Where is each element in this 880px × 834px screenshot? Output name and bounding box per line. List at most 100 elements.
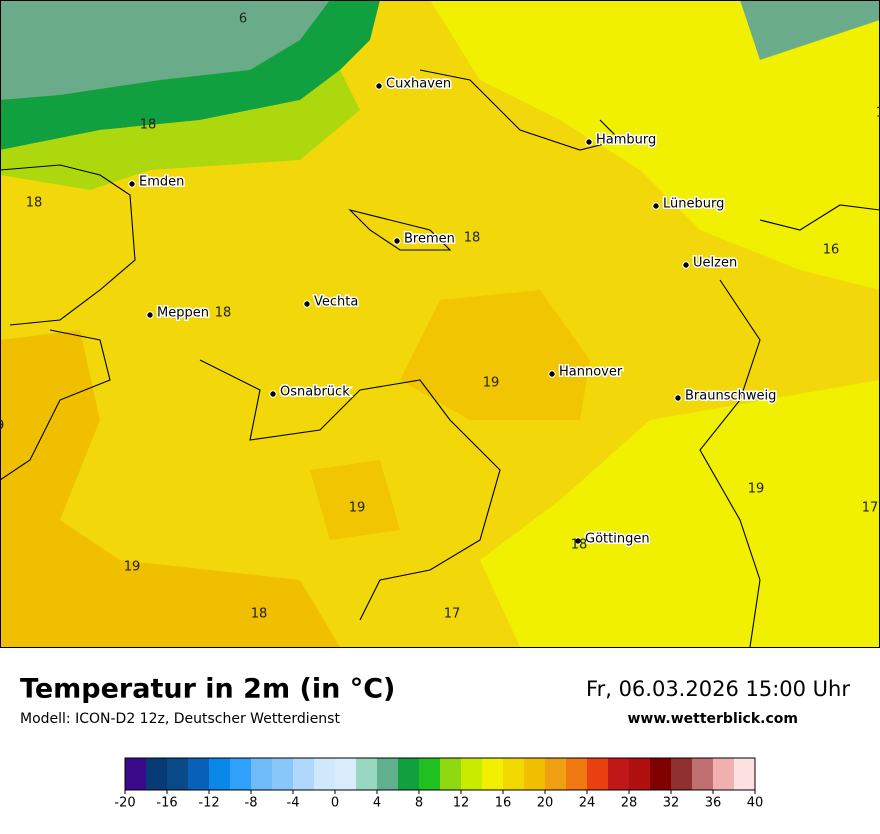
colorbar-tick-label: 12	[453, 796, 470, 811]
city-label: Braunschweig	[685, 389, 776, 404]
city-dot	[393, 237, 401, 245]
colorbar-bin	[167, 758, 188, 790]
colorbar-bin	[188, 758, 209, 790]
colorbar-bin	[293, 758, 314, 790]
city-label: Cuxhaven	[386, 77, 451, 92]
city-dot	[146, 311, 154, 319]
colorbar-tick-label: 20	[537, 796, 554, 811]
temperature-label: 19	[124, 560, 141, 575]
temperature-label: 17	[444, 607, 461, 622]
city-dot	[303, 300, 311, 308]
temperature-label: 19	[349, 501, 366, 516]
colorbar-tick-label: 28	[621, 796, 638, 811]
temperature-label: 17	[876, 106, 880, 121]
website: www.wetterblick.com	[628, 711, 799, 727]
coast-light	[0, 70, 360, 190]
datetime: Fr, 06.03.2026 15:00 Uhr	[586, 677, 850, 701]
city-dot	[574, 537, 582, 545]
colorbar-bin	[125, 758, 146, 790]
colorbar-tick-label: 24	[579, 796, 596, 811]
subtitle: Modell: ICON-D2 12z, Deutscher Wetterdie…	[20, 711, 340, 727]
colorbar-bin	[587, 758, 608, 790]
city-label: Uelzen	[693, 256, 737, 271]
colorbar-tick-label: 16	[495, 796, 512, 811]
temperature-label: 18	[26, 196, 43, 211]
colorbar-bin	[230, 758, 251, 790]
city-dot	[674, 394, 682, 402]
city-dot	[269, 390, 277, 398]
warm-zone-west	[0, 330, 340, 647]
border-line	[759, 204, 880, 231]
map	[0, 0, 880, 647]
colorbar-tick-label: -12	[198, 796, 219, 811]
colorbar-bin	[419, 758, 440, 790]
city-label: Bremen	[404, 232, 455, 247]
city-dot	[375, 82, 383, 90]
city-dot	[548, 370, 556, 378]
sea-east	[740, 0, 880, 60]
river-elbe	[419, 69, 622, 151]
temperature-labels: 6 18 17 18 18 16 18 19 19 19 17 19 18 19 18 17	[0, 12, 880, 622]
city-label: Osnabrück	[280, 385, 350, 400]
border-line	[699, 279, 761, 647]
colorbar-tick-label: 8	[415, 796, 423, 811]
city-label: Hamburg	[596, 133, 656, 148]
border-line	[0, 164, 136, 326]
colorbar-tick-label: 32	[663, 796, 680, 811]
colorbar-bin	[314, 758, 335, 790]
temperature-label: 19	[483, 376, 500, 391]
colorbar-tick-label: 0	[331, 796, 339, 811]
city-label: Emden	[139, 175, 184, 190]
colorbar-bin	[629, 758, 650, 790]
sea	[0, 0, 330, 100]
colorbar-bin	[251, 758, 272, 790]
city-dot	[652, 202, 660, 210]
border-line	[348, 208, 452, 251]
temperature-label: 18	[140, 118, 157, 133]
colorbar-bin	[608, 758, 629, 790]
colorbar-tick-label: -4	[287, 796, 300, 811]
colorbar-bin	[692, 758, 713, 790]
colorbar: -20 -16 -12 -8 -4 0 4 8 12 16 20 24 28 32 36 40	[114, 757, 764, 811]
colorbar-bin	[440, 758, 461, 790]
city-label: Hannover	[559, 365, 623, 380]
temperature-label: 16	[823, 243, 840, 258]
title: Temperatur in 2m (in °C)	[20, 674, 395, 705]
colorbar-bin	[461, 758, 482, 790]
colorbar-bin	[482, 758, 503, 790]
warm-low-zone	[430, 0, 880, 290]
colorbar-bin	[671, 758, 692, 790]
colorbar-bin	[209, 758, 230, 790]
colorbar-bin	[356, 758, 377, 790]
colorbar-bin	[524, 758, 545, 790]
temperature-label: 19	[748, 482, 765, 497]
colorbar-bin	[377, 758, 398, 790]
colorbar-tick-label: 40	[747, 796, 764, 811]
city-label: Göttingen	[585, 532, 650, 547]
city-label: Lüneburg	[663, 197, 724, 212]
temperature-label: 18	[215, 306, 232, 321]
temperature-label: 19	[0, 419, 4, 434]
colorbar-bin	[650, 758, 671, 790]
city-label: Vechta	[314, 295, 358, 310]
city-dot	[682, 261, 690, 269]
temperature-label: 6	[239, 12, 247, 27]
south-zone	[480, 380, 880, 647]
colorbar-tick-label: 36	[705, 796, 722, 811]
colorbar-bin	[566, 758, 587, 790]
colorbar-tick-label: -20	[114, 796, 135, 811]
colorbar-tick-label: -16	[156, 796, 177, 811]
colorbar-bin	[545, 758, 566, 790]
colorbar-tick-label: -8	[245, 796, 258, 811]
colorbar-frame	[124, 757, 756, 791]
warm-zone-center	[400, 290, 590, 420]
city-dot	[128, 180, 136, 188]
city-dot	[585, 138, 593, 146]
temperature-label: 17	[862, 501, 879, 516]
colorbar-bin	[713, 758, 734, 790]
border-line	[0, 329, 111, 481]
colorbar-bin	[272, 758, 293, 790]
colorbar-bin	[335, 758, 356, 790]
